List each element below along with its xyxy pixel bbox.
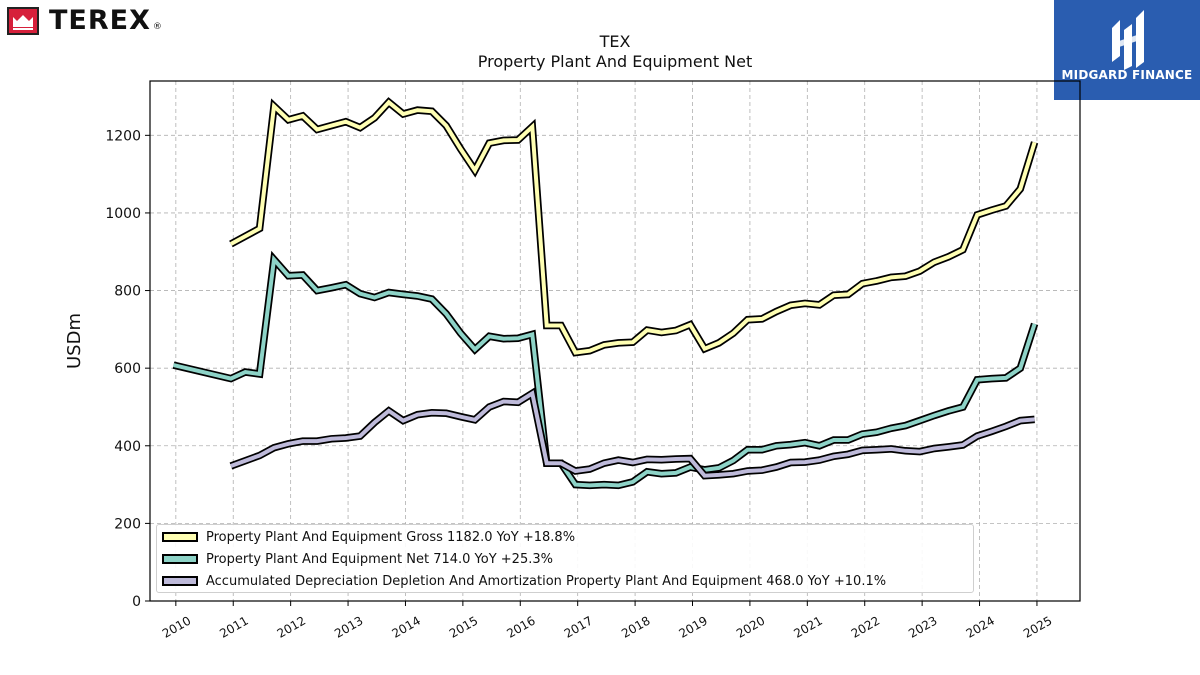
y-tick-label: 1200 xyxy=(105,128,141,144)
terex-crown-icon xyxy=(7,7,39,35)
chart-legend: Property Plant And Equipment Gross 1182.… xyxy=(156,524,974,593)
midgard-emblem-icon xyxy=(1112,10,1144,70)
series-outline-0 xyxy=(229,97,1039,357)
y-tick-label: 400 xyxy=(114,439,141,455)
y-tick-label: 200 xyxy=(114,516,141,532)
chart-title: TEX xyxy=(599,32,631,51)
series-line-0 xyxy=(229,99,1037,355)
legend-item-net: Property Plant And Equipment Net 714.0 Y… xyxy=(162,550,553,568)
x-tick-label: 2024 xyxy=(964,613,997,640)
brand-registered-mark: ® xyxy=(152,22,162,32)
midgard-finance-logo: MIDGARD FINANCE xyxy=(1054,0,1200,100)
x-tick-label: 2018 xyxy=(619,613,652,640)
chart-subtitle: Property Plant And Equipment Net xyxy=(477,52,753,71)
brand-name: TEREX xyxy=(49,5,151,36)
legend-item-gross: Property Plant And Equipment Gross 1182.… xyxy=(162,528,575,546)
x-tick-label: 2020 xyxy=(734,613,767,640)
y-tick-label: 800 xyxy=(114,284,141,300)
legend-label-net: Property Plant And Equipment Net 714.0 Y… xyxy=(206,551,553,567)
x-tick-label: 2021 xyxy=(791,613,824,640)
series-line-2 xyxy=(230,390,1035,478)
y-tick-label: 0 xyxy=(132,594,141,610)
legend-label-depreciation: Accumulated Depreciation Depletion And A… xyxy=(206,573,887,589)
x-tick-label: 2025 xyxy=(1021,613,1054,640)
x-tick-label: 2017 xyxy=(562,613,595,640)
x-tick-label: 2011 xyxy=(217,613,250,640)
terex-logo: TEREX ® xyxy=(7,6,162,36)
legend-swatch-depreciation xyxy=(162,576,198,586)
x-tick-label: 2010 xyxy=(160,613,193,640)
series-line-1 xyxy=(173,254,1037,488)
x-tick-label: 2012 xyxy=(275,613,308,640)
plot-frame xyxy=(149,80,1081,602)
x-tick-label: 2015 xyxy=(447,613,480,640)
legend-swatch-gross xyxy=(162,532,198,542)
x-tick-label: 2019 xyxy=(677,613,710,640)
x-tick-label: 2014 xyxy=(390,613,423,640)
watermark-name: MIDGARD FINANCE xyxy=(1061,68,1193,82)
x-tick-label: 2023 xyxy=(906,613,939,640)
y-tick-label: 1000 xyxy=(105,206,141,222)
x-tick-label: 2022 xyxy=(849,613,882,640)
legend-item-depreciation: Accumulated Depreciation Depletion And A… xyxy=(162,572,886,590)
y-tick-label: 600 xyxy=(114,361,141,377)
x-tick-label: 2016 xyxy=(504,613,537,640)
y-axis-label: USDm xyxy=(64,313,85,369)
legend-swatch-net xyxy=(162,554,198,564)
legend-label-gross: Property Plant And Equipment Gross 1182.… xyxy=(206,529,576,545)
x-tick-label: 2013 xyxy=(332,613,365,640)
